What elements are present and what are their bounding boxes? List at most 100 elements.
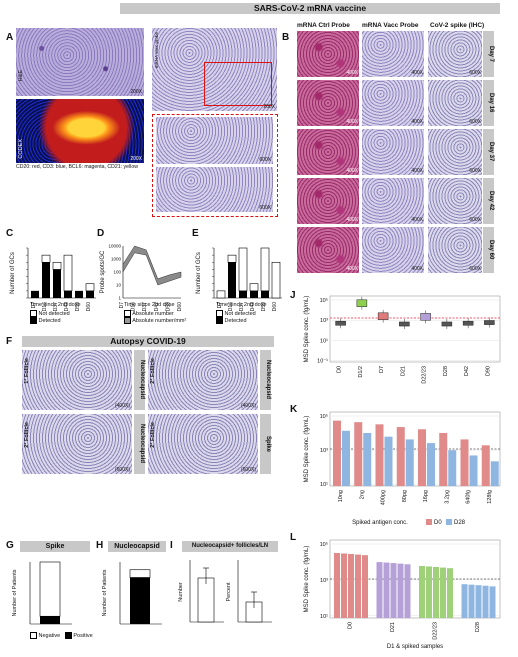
panel-label-d: D [97, 228, 105, 239]
panel-l-bar [341, 553, 347, 618]
probe-overview-mag: 200X [263, 104, 275, 110]
zoom-inset-top: 600X [156, 117, 273, 164]
probe-label: mRNA vacc probe [154, 32, 159, 69]
panel-j-y-tick-label: 10⁵ [320, 297, 328, 304]
panel-i-chart: Number Percent [178, 560, 272, 623]
panel-c-chart: D7 D16 D37 D42 D59 D60 Number of GCs [10, 247, 96, 311]
panel-l-bar [482, 585, 489, 618]
panel-k-x-tick-label: 128fg [487, 490, 493, 504]
panel-k-bar-d0 [460, 439, 469, 486]
panel-e-x-tick-label: D42 [250, 302, 256, 311]
panel-c-x-tick-label: D59 [75, 302, 81, 311]
panel-c-bar-not-detected [85, 283, 95, 292]
panel-f-micrograph: 2° Follicle (600X) [148, 414, 258, 474]
panel-h-chart: Number of Patients [102, 562, 162, 625]
panel-k-bar-d28 [342, 430, 350, 486]
panel-d-xlabel: Time since 2nd dose [124, 302, 175, 308]
panel-e-x-tick-label: D7 [217, 302, 223, 309]
panel-j-box [462, 320, 474, 326]
he-micrograph: H&E 200X [16, 28, 144, 96]
panel-g-bar-positive [40, 616, 60, 624]
panel-c-legend-det-text: Detected [38, 317, 61, 324]
panel-e-bar-not-detected [271, 261, 281, 299]
panel-c-legend-not-text: Not detected [38, 310, 70, 317]
panel-e-x-tick-label: D59 [261, 302, 267, 311]
panel-c-legend-not: Not detected [30, 310, 70, 317]
panel-c-legend-det: Detected [30, 317, 61, 324]
panel-h-bar-positive [130, 577, 150, 624]
panel-label-b: B [282, 32, 290, 43]
panel-j-x-tick-label: D28 [443, 366, 449, 376]
panel-k-x-tick-label: 2ng [359, 490, 365, 499]
panel-b-micrograph: 600X [428, 178, 482, 224]
panel-b-day-tab: Day 37 [483, 129, 494, 175]
panel-e-bar-detected [228, 262, 236, 298]
panel-l-y-tick-label: 10¹ [320, 614, 328, 620]
panel-f-mag: (600X) [114, 467, 130, 473]
panel-j-box [484, 320, 495, 325]
panel-l-bar [468, 584, 475, 618]
panel-d-y-tick-label: 10 [116, 283, 122, 288]
panel-k-x-tick-label: 400pg [381, 490, 387, 505]
codex-micrograph: CODEX 200X [16, 99, 144, 163]
panel-e-x-tick-label: D60 [272, 302, 278, 311]
zoom-inset-frame [152, 114, 278, 217]
panel-b-micrograph: 600X [428, 80, 482, 126]
panel-i-title: Nucleocapsid+ follicles/LN [182, 541, 278, 552]
legend-positive: Positive [73, 632, 93, 639]
panel-l-bar [419, 566, 425, 618]
zoom-inset-top-mag: 600X [259, 157, 271, 163]
panel-l-bar [447, 568, 453, 618]
panel-k-bar-d0 [396, 427, 405, 486]
panel-f-micrograph: 2° Follicle (600X) [22, 414, 132, 474]
panel-d-y-tick-label: 1 [118, 296, 121, 301]
panel-k-chart: 10⁵ 10³ 10¹ MSD Spike conc. (fg/mL) 10ng 2ng 4… [304, 411, 501, 526]
panel-label-k: K [290, 404, 298, 415]
panel-b-mag: 400X [346, 119, 358, 125]
panel-e-bar-not-detected [238, 247, 248, 292]
zoom-inset-bottom: 600X [156, 167, 273, 212]
panel-k-bar-d0 [375, 424, 384, 486]
panel-e-legend-not: Not detected [216, 310, 256, 317]
panel-b-mag: 600X [469, 168, 481, 174]
panel-j-chart: 10⁵ 10³ 10¹ 10⁻¹ MSD Spike conc. (fg/mL) D0 D1… [304, 296, 501, 384]
panel-b-micrograph: 400X [297, 31, 359, 77]
panel-k-x-tick-label: 10ng [338, 490, 344, 502]
panel-k-bar-d28 [469, 455, 478, 486]
panel-l-x-tick-label: D22/23 [432, 622, 438, 640]
panel-d-chart: 10000 1000 100 10 1D7 D16 D37 D42 D59 D60 Probe sp… [100, 244, 183, 312]
panel-k-bar-d28 [384, 436, 393, 486]
panel-label-h: H [96, 540, 104, 551]
panel-l-bar [404, 564, 411, 618]
panel-b-mag: 400X [346, 70, 358, 76]
panel-j-box [335, 320, 346, 326]
panel-l-bar [348, 553, 354, 618]
he-mag: 200X [130, 89, 142, 95]
panel-k-xlabel: Spiked antigen conc. [352, 520, 408, 526]
panel-c-bar-detected [31, 290, 39, 298]
panel-c-bar-not-detected [52, 261, 62, 270]
panel-l-bar [334, 553, 340, 618]
panel-j-x-tick-label: D90 [485, 366, 491, 376]
panel-k-bar-d0 [418, 429, 426, 486]
panel-k-legend-d0-swatch [426, 519, 432, 525]
panel-l-bar [440, 567, 446, 618]
panel-e-bar-not-detected [249, 283, 259, 292]
panel-k-x-tick-label: 640fg [466, 490, 472, 504]
panel-b-mag: 400X [411, 217, 423, 223]
panel-l-bar [461, 584, 468, 618]
panel-b-mag: 400X [346, 168, 358, 174]
panel-l-xlabel: D1 & spiked samples [387, 644, 443, 650]
panel-b-micrograph: 400X [297, 129, 359, 175]
autopsy-banner: Autopsy COVID-19 [22, 336, 274, 347]
panel-b-day-tab: Day 7 [483, 31, 494, 77]
panel-l-bar [390, 563, 397, 618]
panel-l-bar [355, 554, 361, 618]
panel-b-micrograph: 600X [428, 129, 482, 175]
panel-k-x-tick-label: 80pg [402, 490, 408, 502]
panel-e-bar-not-detected [227, 254, 237, 263]
panel-i-bar [197, 577, 215, 623]
panel-b-micrograph: 400X [362, 80, 424, 126]
panel-l-x-tick-label: D21 [390, 622, 396, 632]
panel-b-micrograph: 400X [362, 129, 424, 175]
